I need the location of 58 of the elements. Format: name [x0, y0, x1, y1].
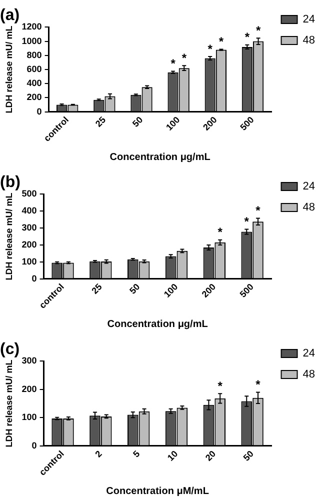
y-tick-label: 200 [26, 92, 42, 102]
x-axis-title: Concentration μg/mL [107, 318, 208, 330]
y-tick-label: 100 [22, 412, 37, 422]
legend-label: 24 [302, 180, 316, 193]
legend-label: 24 [302, 14, 316, 26]
y-tick-label: 400 [26, 78, 42, 88]
y-tick-label: 200 [22, 239, 37, 250]
y-tick-label: 300 [22, 356, 37, 366]
chart-title: (c) [0, 341, 20, 358]
x-tick-label: 100 [164, 114, 182, 132]
data-label: * [218, 34, 224, 49]
chart-title: (a) [0, 7, 20, 24]
y-axis-title: LDH release mU/ mL [4, 359, 14, 448]
y-tick-label: 1200 [22, 22, 42, 32]
data-label: * [170, 56, 176, 71]
y-tick-label: 0 [32, 440, 37, 450]
y-tick-label: 300 [22, 222, 37, 233]
legend-label: 48 [302, 368, 316, 381]
chart-title: (b) [0, 174, 20, 192]
y-tick-label: 100 [22, 256, 37, 266]
y-tick-label: 0 [36, 106, 42, 116]
y-tick-label: 600 [26, 64, 42, 74]
data-label: * [208, 42, 213, 56]
x-tick-label: 200 [201, 114, 219, 132]
y-tick-label: 800 [26, 50, 42, 60]
x-axis-title: Concentration μM/mL [106, 486, 209, 497]
y-axis-title: LDH release mU/ mL [4, 192, 14, 280]
x-tick-label: 500 [238, 114, 256, 132]
y-axis-title: LDH release mU/ mL [4, 25, 14, 114]
x-tick-label: 50 [128, 282, 142, 296]
x-tick-label: 25 [90, 282, 104, 296]
data-label: * [244, 214, 250, 229]
legend-label: 24 [302, 348, 316, 360]
y-tick-label: 0 [32, 273, 37, 284]
x-tick-label: 200 [200, 282, 218, 300]
x-tick-label: 10 [166, 448, 180, 463]
x-axis-title: Concentration μg/mL [110, 152, 210, 163]
data-label: * [218, 378, 223, 393]
data-label: * [244, 30, 250, 44]
x-tick-label: 50 [241, 448, 256, 463]
x-tick-label: 500 [238, 282, 256, 300]
data-label: * [182, 50, 187, 65]
data-label: * [256, 204, 261, 218]
legend-label: 48 [302, 34, 316, 47]
y-tick-label: 400 [22, 206, 37, 216]
data-label: * [218, 225, 223, 240]
y-tick-label: 1000 [22, 36, 42, 46]
data-label: * [256, 23, 261, 38]
data-label: * [256, 378, 261, 392]
y-tick-label: 200 [22, 384, 37, 394]
x-tick-label: 50 [130, 114, 145, 129]
legend-label: 48 [302, 202, 316, 214]
x-tick-label: 20 [203, 448, 218, 463]
y-tick-label: 500 [22, 188, 37, 199]
x-tick-label: 100 [162, 282, 180, 300]
x-tick-label: 2 [93, 448, 104, 460]
x-tick-label: 25 [93, 114, 108, 129]
x-tick-label: 5 [131, 448, 142, 460]
